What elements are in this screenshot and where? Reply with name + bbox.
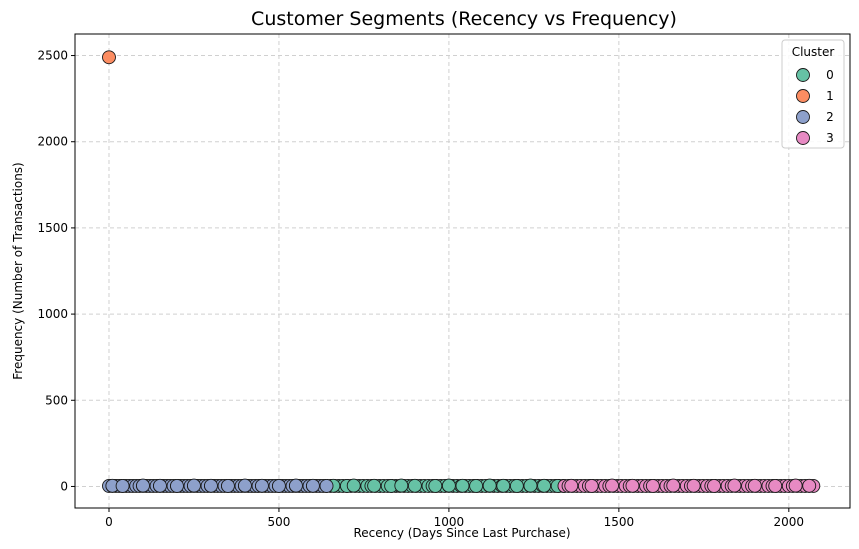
series-1 — [102, 50, 116, 65]
series-3 — [557, 478, 821, 493]
data-point — [707, 478, 721, 493]
data-point — [394, 478, 409, 493]
y-tick-label: 1500 — [37, 221, 68, 235]
data-point — [407, 478, 422, 493]
y-tick-label: 0 — [60, 479, 68, 493]
data-point — [428, 478, 443, 493]
data-point — [509, 478, 524, 493]
legend-label: 0 — [826, 68, 834, 82]
y-axis-label: Frequency (Number of Transactions) — [11, 162, 25, 379]
data-point — [469, 478, 484, 493]
data-point — [666, 478, 681, 493]
data-point — [102, 50, 116, 65]
legend: Cluster 0 1 2 3 — [781, 39, 845, 149]
legend-marker — [796, 68, 810, 82]
data-point — [187, 478, 201, 493]
y-tick-label: 1000 — [37, 307, 68, 321]
data-point — [496, 478, 511, 493]
legend-label: 2 — [826, 110, 834, 124]
y-tick-label: 2000 — [37, 135, 68, 149]
legend-marker — [796, 110, 810, 124]
y-tick-label: 2500 — [37, 49, 68, 63]
y-axis-ticks: 0 500 1000 1500 2000 2500 — [37, 49, 75, 493]
data-point — [319, 478, 334, 493]
data-point — [288, 478, 303, 493]
legend-label: 1 — [826, 89, 834, 103]
data-point — [441, 478, 456, 493]
data-point — [170, 478, 184, 493]
data-point — [238, 478, 252, 493]
y-tick-label: 500 — [45, 393, 68, 407]
data-point — [584, 478, 599, 493]
data-point — [346, 478, 361, 493]
data-point — [271, 478, 286, 493]
data-point — [367, 478, 382, 493]
data-point — [802, 478, 817, 493]
plot-frame — [74, 33, 851, 509]
data-point — [255, 478, 269, 493]
data-point — [625, 478, 640, 493]
legend-marker — [796, 89, 810, 103]
data-point — [768, 478, 783, 493]
x-tick-label: 500 — [267, 515, 290, 529]
x-tick-label: 1500 — [604, 515, 635, 529]
data-point — [136, 478, 150, 493]
data-point — [645, 478, 660, 493]
data-point — [221, 478, 235, 493]
data-point — [727, 478, 742, 493]
data-point — [605, 478, 620, 493]
x-axis-ticks: 0 500 1000 1500 2000 — [105, 508, 804, 529]
data-points — [102, 50, 821, 493]
legend-marker — [796, 131, 810, 145]
data-point — [747, 478, 762, 493]
data-point — [305, 478, 320, 493]
data-point — [153, 478, 167, 493]
x-tick-label: 2000 — [774, 515, 805, 529]
legend-label: 3 — [826, 131, 834, 145]
x-tick-label: 0 — [105, 515, 113, 529]
x-axis-label: Recency (Days Since Last Purchase) — [353, 526, 570, 540]
data-point — [523, 478, 538, 493]
data-point — [564, 478, 579, 493]
data-point — [204, 478, 218, 493]
data-point — [788, 478, 803, 493]
data-point — [455, 478, 470, 493]
series-0 — [319, 478, 571, 493]
data-point — [482, 478, 497, 493]
series-2 — [102, 478, 334, 493]
data-point — [537, 478, 552, 493]
data-point — [115, 478, 130, 493]
legend-title: Cluster — [792, 45, 835, 59]
x-tick-label: 1000 — [434, 515, 465, 529]
grid — [75, 34, 850, 508]
data-point — [686, 478, 701, 493]
chart-title: Customer Segments (Recency vs Frequency) — [251, 8, 677, 30]
